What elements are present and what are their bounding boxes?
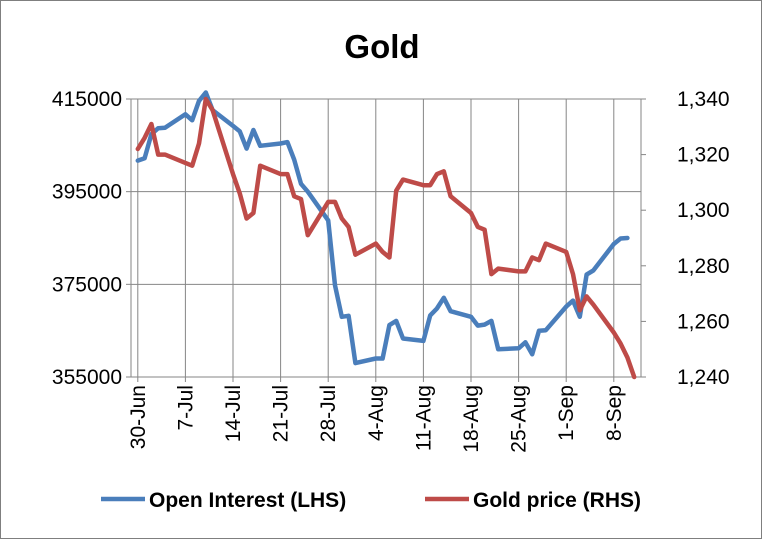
x-tick-label: 18-Aug (460, 385, 483, 453)
y-right-tick-label: 1,240 (677, 366, 730, 389)
x-tick-label: 7-Jul (174, 385, 197, 431)
x-tick-label: 8-Sep (603, 385, 626, 441)
series-layer (135, 90, 637, 380)
x-tick-label: 25-Aug (508, 385, 531, 453)
y-right-tick-label: 1,260 (677, 310, 730, 333)
legend-label-open-interest: Open Interest (LHS) (149, 489, 346, 512)
x-tick-label: 21-Jul (270, 385, 293, 442)
y-left-tick-label: 415000 (52, 88, 122, 111)
x-tick-label: 30-Jun (127, 385, 150, 449)
x-tick-label: 4-Aug (365, 385, 388, 441)
series-line-open-interest (135, 90, 630, 366)
x-tick-label: 28-Jul (317, 385, 340, 442)
x-tick-label: 11-Aug (412, 385, 435, 451)
legend: Open Interest (LHS) Gold price (RHS) (101, 489, 641, 512)
y-right-tick-label: 1,300 (677, 199, 730, 222)
chart-title: Gold (344, 28, 419, 65)
x-tick-label: 1-Sep (555, 385, 578, 441)
legend-label-gold-price: Gold price (RHS) (473, 489, 641, 512)
y-left-tick-label: 355000 (52, 366, 122, 389)
y-left-tick-label: 395000 (52, 181, 122, 204)
series-line-gold-price (135, 96, 637, 380)
axes-layer: 355000 375000 395000 415000 1,240 1,260 1,280 1… (52, 88, 730, 453)
y-right-tick-label: 1,340 (677, 88, 730, 111)
x-tick-label: 14-Jul (222, 385, 245, 442)
y-left-tick-label: 375000 (52, 273, 122, 296)
y-right-tick-label: 1,280 (677, 255, 730, 278)
y-right-tick-label: 1,320 (677, 144, 730, 167)
